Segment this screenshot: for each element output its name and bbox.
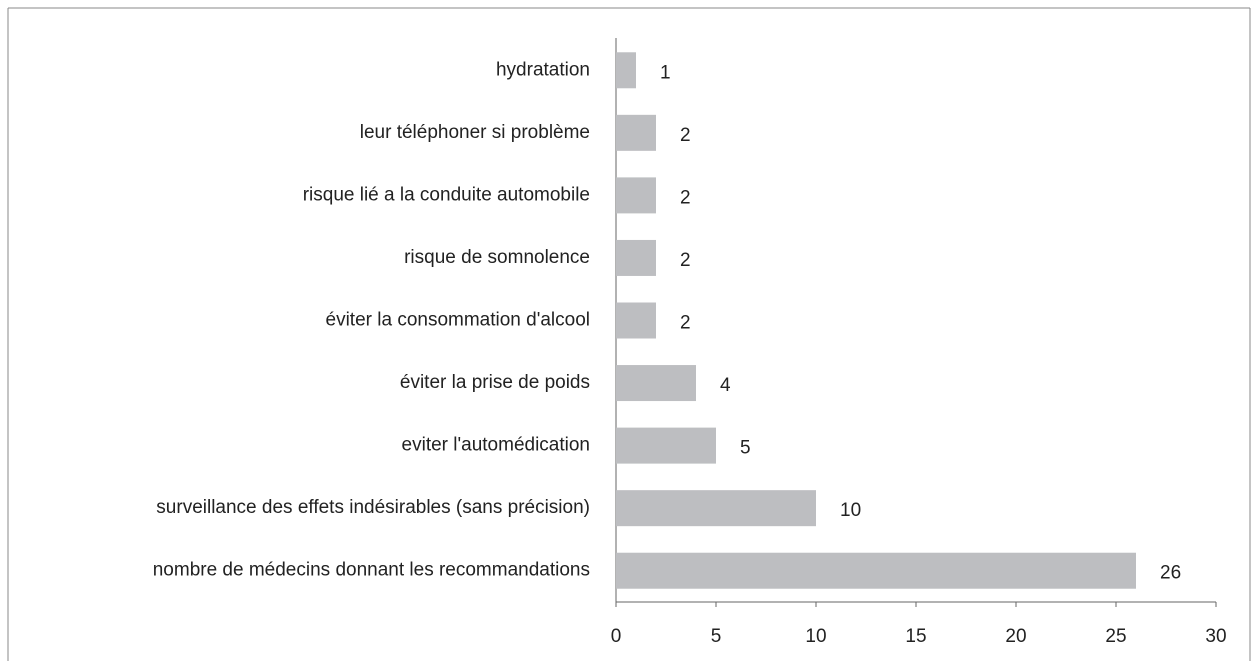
y-tick-label: nombre de médecins donnant les recommand… — [153, 560, 590, 581]
bar — [616, 365, 696, 402]
x-tick-label: 5 — [711, 626, 722, 647]
x-tick-label: 10 — [805, 626, 826, 647]
x-tick-label: 25 — [1105, 626, 1126, 647]
data-label: 2 — [680, 125, 691, 146]
bar — [616, 114, 656, 151]
x-tick-label: 0 — [611, 626, 622, 647]
data-label: 5 — [740, 438, 751, 459]
data-label: 2 — [680, 187, 691, 208]
y-tick-label: eviter l'automédication — [402, 435, 590, 456]
data-label: 4 — [720, 375, 731, 396]
x-tick-label: 30 — [1205, 626, 1226, 647]
data-label: 10 — [840, 500, 861, 521]
bar — [616, 239, 656, 276]
x-tick-label: 20 — [1005, 626, 1026, 647]
y-tick-label: éviter la prise de poids — [400, 372, 590, 393]
y-tick-label: surveillance des effets indésirables (sa… — [156, 497, 590, 518]
bar — [616, 552, 1136, 589]
bar — [616, 427, 716, 464]
bar — [616, 302, 656, 339]
data-label: 2 — [680, 250, 691, 271]
x-tick-label: 15 — [905, 626, 926, 647]
y-tick-label: risque de somnolence — [404, 247, 590, 268]
data-label: 26 — [1160, 563, 1181, 584]
data-label: 1 — [660, 62, 671, 83]
bar — [616, 177, 656, 214]
bar — [616, 490, 816, 527]
y-tick-label: leur téléphoner si problème — [360, 122, 590, 143]
y-tick-label: éviter la consommation d'alcool — [326, 310, 590, 331]
y-tick-label: risque lié a la conduite automobile — [303, 184, 590, 205]
y-tick-label: hydratation — [496, 59, 590, 80]
data-label: 2 — [680, 313, 691, 334]
bar — [616, 52, 636, 89]
